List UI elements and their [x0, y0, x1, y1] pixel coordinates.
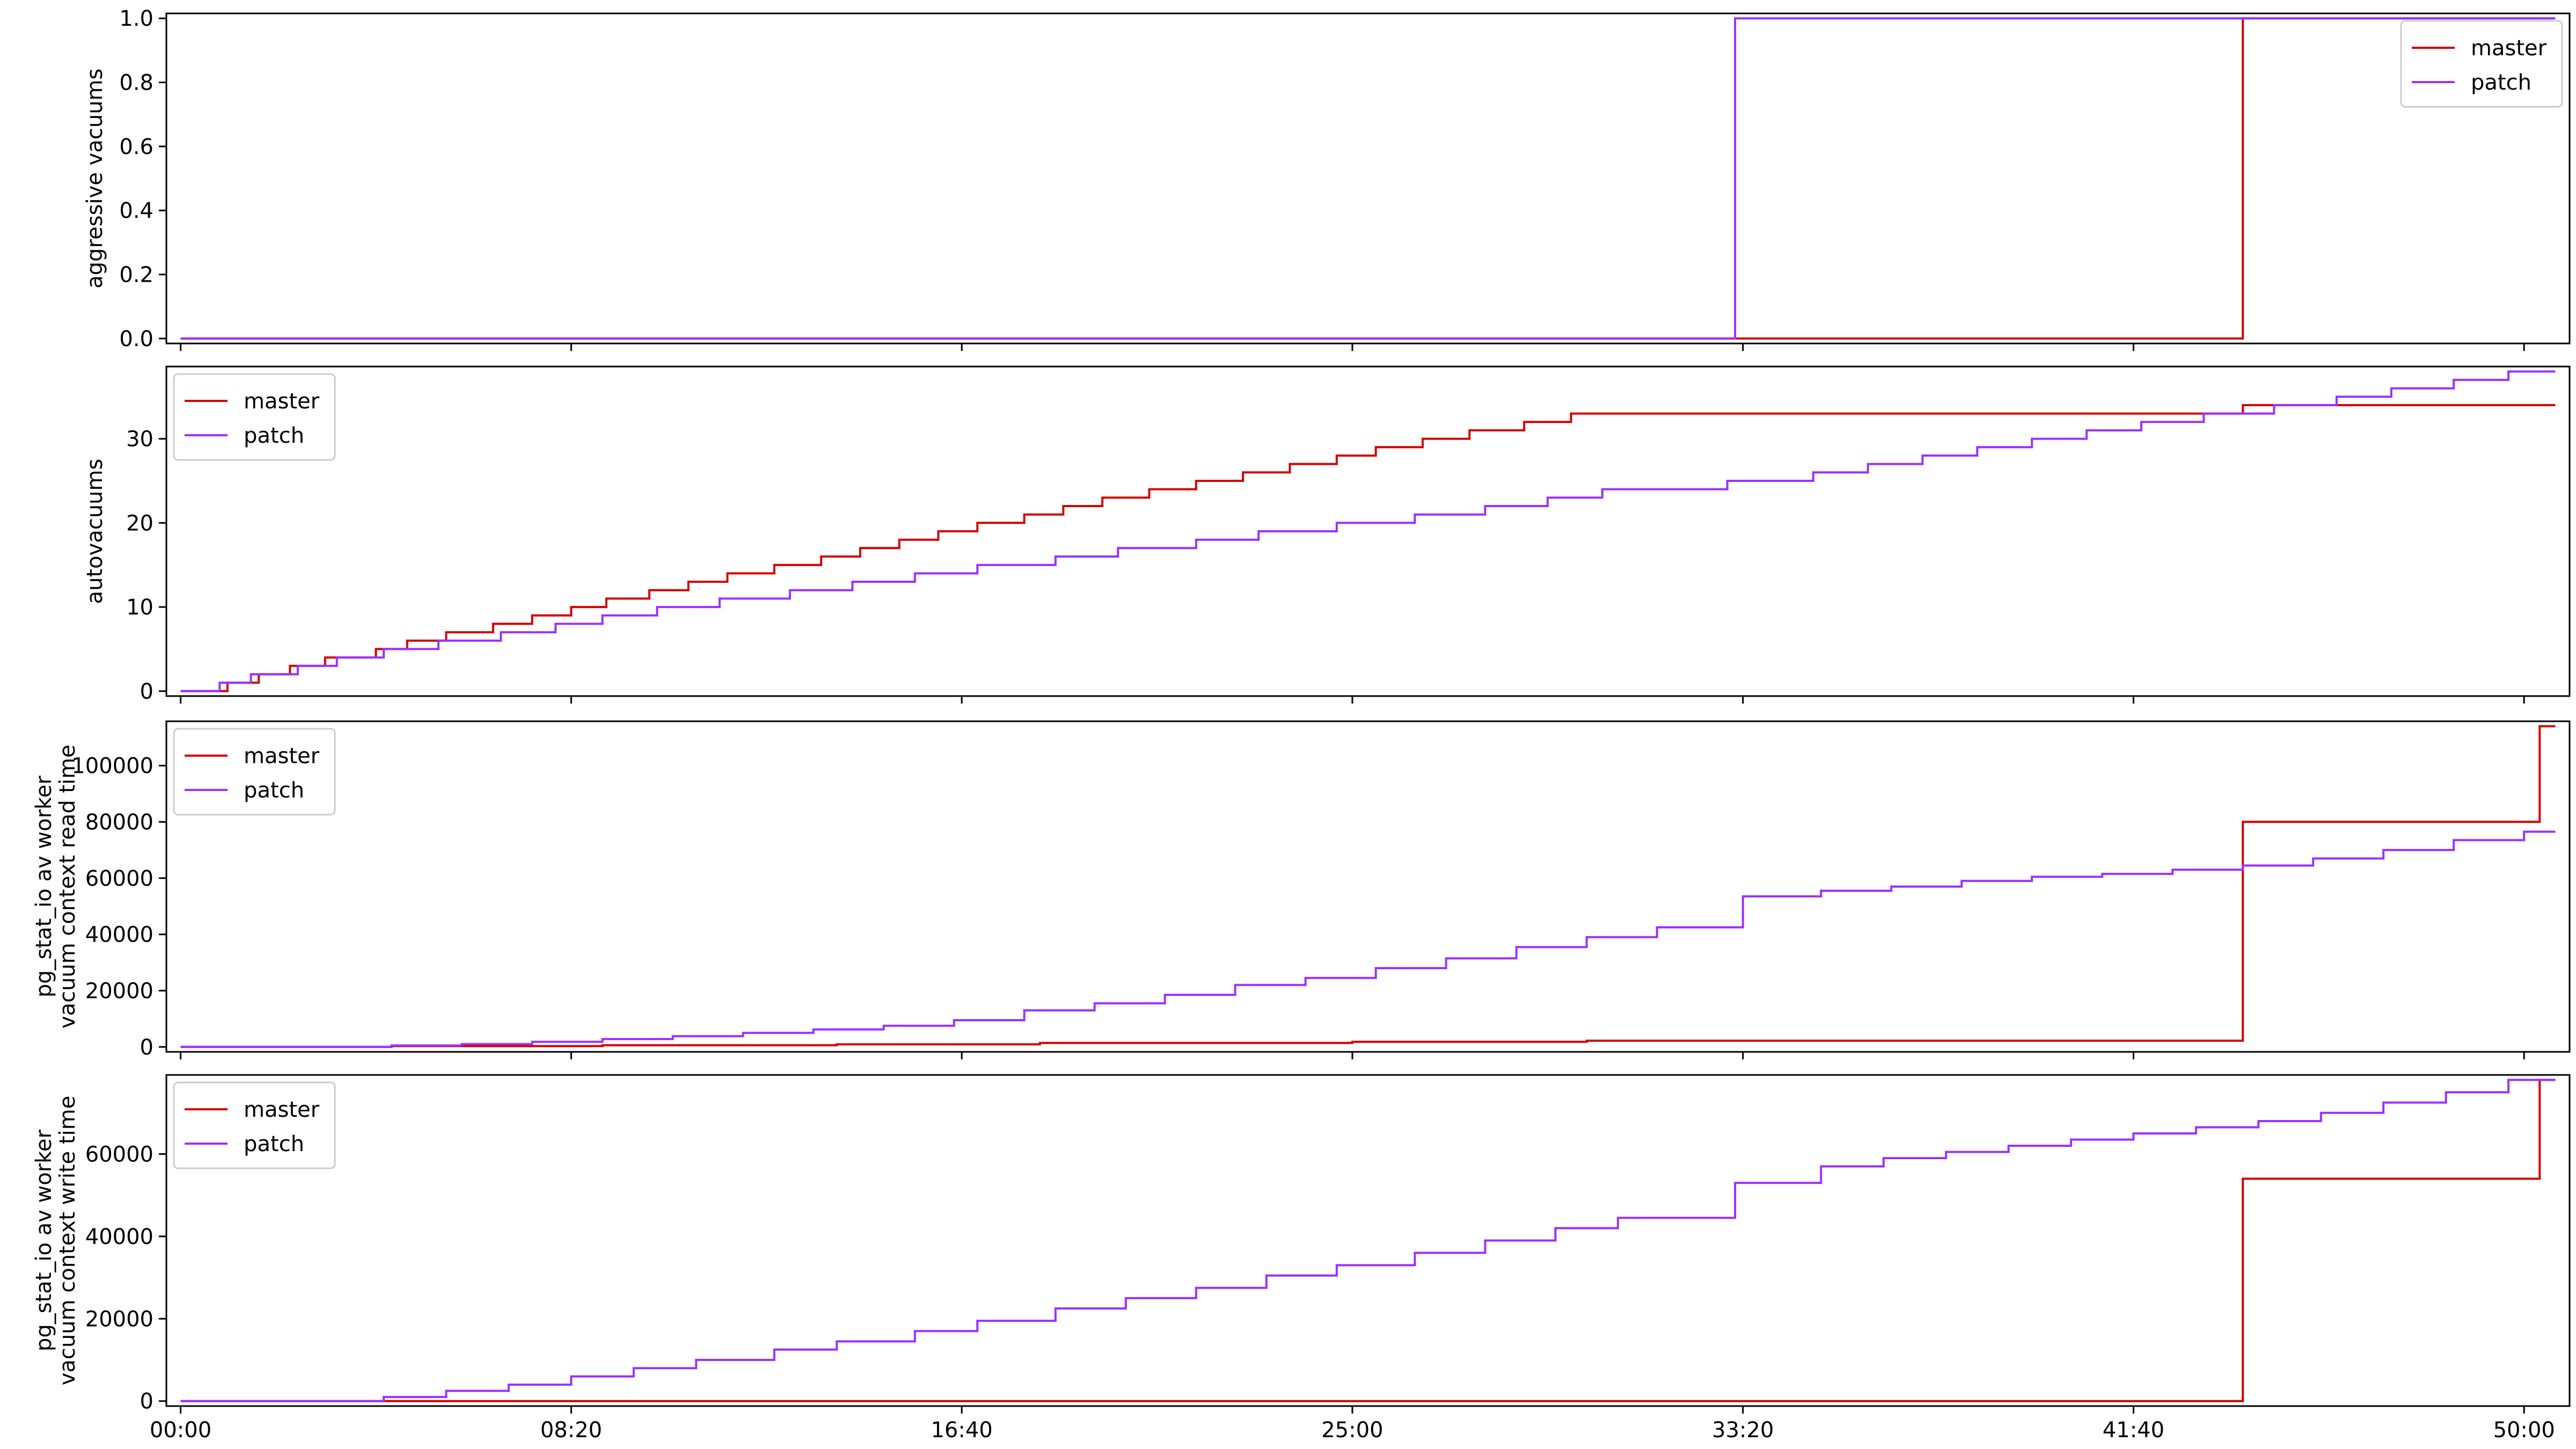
legend-label-master: master: [2471, 36, 2547, 61]
y-tick-label: 0: [140, 1389, 153, 1414]
y-tick-label: 0.6: [119, 135, 153, 159]
legend-label-master: master: [244, 389, 320, 414]
y-tick-label: 0.4: [119, 199, 153, 223]
x-tick-label: 00:00: [150, 1418, 211, 1443]
x-tick-label: 50:00: [2493, 1418, 2555, 1443]
y-tick-label: 0: [140, 1035, 153, 1060]
legend-label-patch: patch: [244, 778, 304, 803]
legend: master patch: [173, 373, 336, 461]
series-line-patch: [180, 17, 2556, 340]
legend-label-master: master: [244, 1097, 320, 1122]
series-line-master: [180, 404, 2556, 692]
legend-label-master: master: [244, 744, 320, 769]
legend: master patch: [173, 1081, 336, 1169]
axes-frame: [165, 720, 2571, 1053]
y-tick-label: 0: [140, 679, 153, 704]
axes-frame: [165, 1074, 2571, 1407]
subplots: 0.0 0.2 0.4 0.6 0.8 1.0 aggressive vacuums mast…: [32, 6, 2571, 1443]
legend-box: [173, 728, 336, 816]
y-tick-label: 80000: [85, 810, 153, 835]
subplot-1: 0.0 0.2 0.4 0.6 0.8 1.0 aggressive vacuums mast…: [83, 6, 2571, 352]
x-tick-label: 33:20: [1712, 1418, 1774, 1443]
y-tick-label: 0.8: [119, 71, 153, 96]
legend-label-patch: patch: [244, 1132, 304, 1157]
axes-frame: [165, 365, 2571, 697]
series-line-patch: [180, 1079, 2556, 1402]
x-tick-label: 41:40: [2103, 1418, 2164, 1443]
y-tick-label: 20000: [85, 979, 153, 1004]
legend-box: [2400, 20, 2563, 108]
series-line-patch: [180, 370, 2556, 692]
y-axis-label: autovacuums: [83, 459, 107, 604]
y-tick-label: 20000: [85, 1307, 153, 1331]
y-tick-label: 30: [126, 427, 153, 452]
subplot-2: 0 10 20 30 autovacuums master patch: [83, 365, 2571, 704]
legend: master patch: [2400, 20, 2563, 108]
y-tick-label: 40000: [85, 1225, 153, 1249]
y-axis-label: aggressive vacuums: [83, 69, 107, 289]
y-tick-label: 0.0: [119, 327, 153, 352]
x-tick-label: 25:00: [1321, 1418, 1383, 1443]
y-tick-label: 60000: [85, 1142, 153, 1167]
y-tick-label: 40000: [85, 923, 153, 947]
legend: master patch: [173, 728, 336, 816]
y-tick-label: 10: [126, 595, 153, 620]
series-line-patch: [180, 830, 2556, 1048]
series-line-master: [180, 725, 2556, 1048]
y-tick-label: 1.0: [119, 6, 153, 31]
y-axis-label: pg_stat_io av workervacuum context read …: [32, 744, 80, 1028]
legend-box: [173, 373, 336, 461]
x-tick-label: 08:20: [540, 1418, 602, 1443]
legend-label-patch: patch: [244, 423, 304, 448]
x-tick-label: 16:40: [931, 1418, 992, 1443]
legend-box: [173, 1081, 336, 1169]
y-tick-label: 100000: [71, 754, 153, 779]
y-tick-label: 0.2: [119, 262, 153, 287]
y-tick-label: 20: [126, 511, 153, 536]
legend-label-patch: patch: [2471, 70, 2531, 95]
subplot-4: 0 20000 40000 60000 00:00 08:20 16:40 25:00 33:2…: [32, 1074, 2571, 1443]
y-tick-label: 60000: [85, 866, 153, 891]
axes-frame: [165, 12, 2571, 345]
y-axis-label: pg_stat_io av workervacuum context write…: [32, 1096, 80, 1386]
